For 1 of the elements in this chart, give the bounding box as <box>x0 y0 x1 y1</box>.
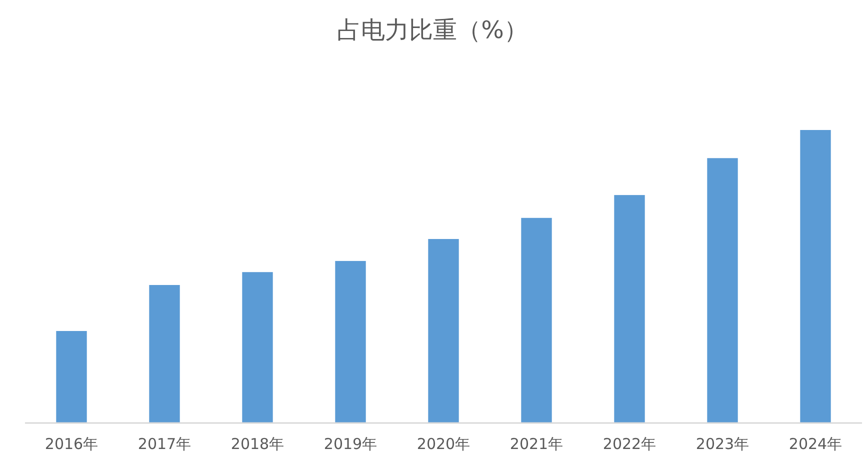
title: 占电力比重（%） <box>337 16 528 44</box>
